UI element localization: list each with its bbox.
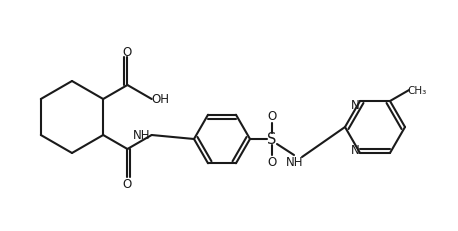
Text: O: O [267,110,277,123]
Text: O: O [267,156,277,169]
Text: S: S [267,132,277,147]
Text: CH₃: CH₃ [408,86,427,96]
Text: O: O [123,178,132,191]
Text: NH: NH [286,156,304,169]
Text: NH: NH [133,129,150,142]
Text: N: N [351,98,360,111]
Text: OH: OH [152,93,169,106]
Text: N: N [351,144,360,157]
Text: O: O [123,45,132,58]
